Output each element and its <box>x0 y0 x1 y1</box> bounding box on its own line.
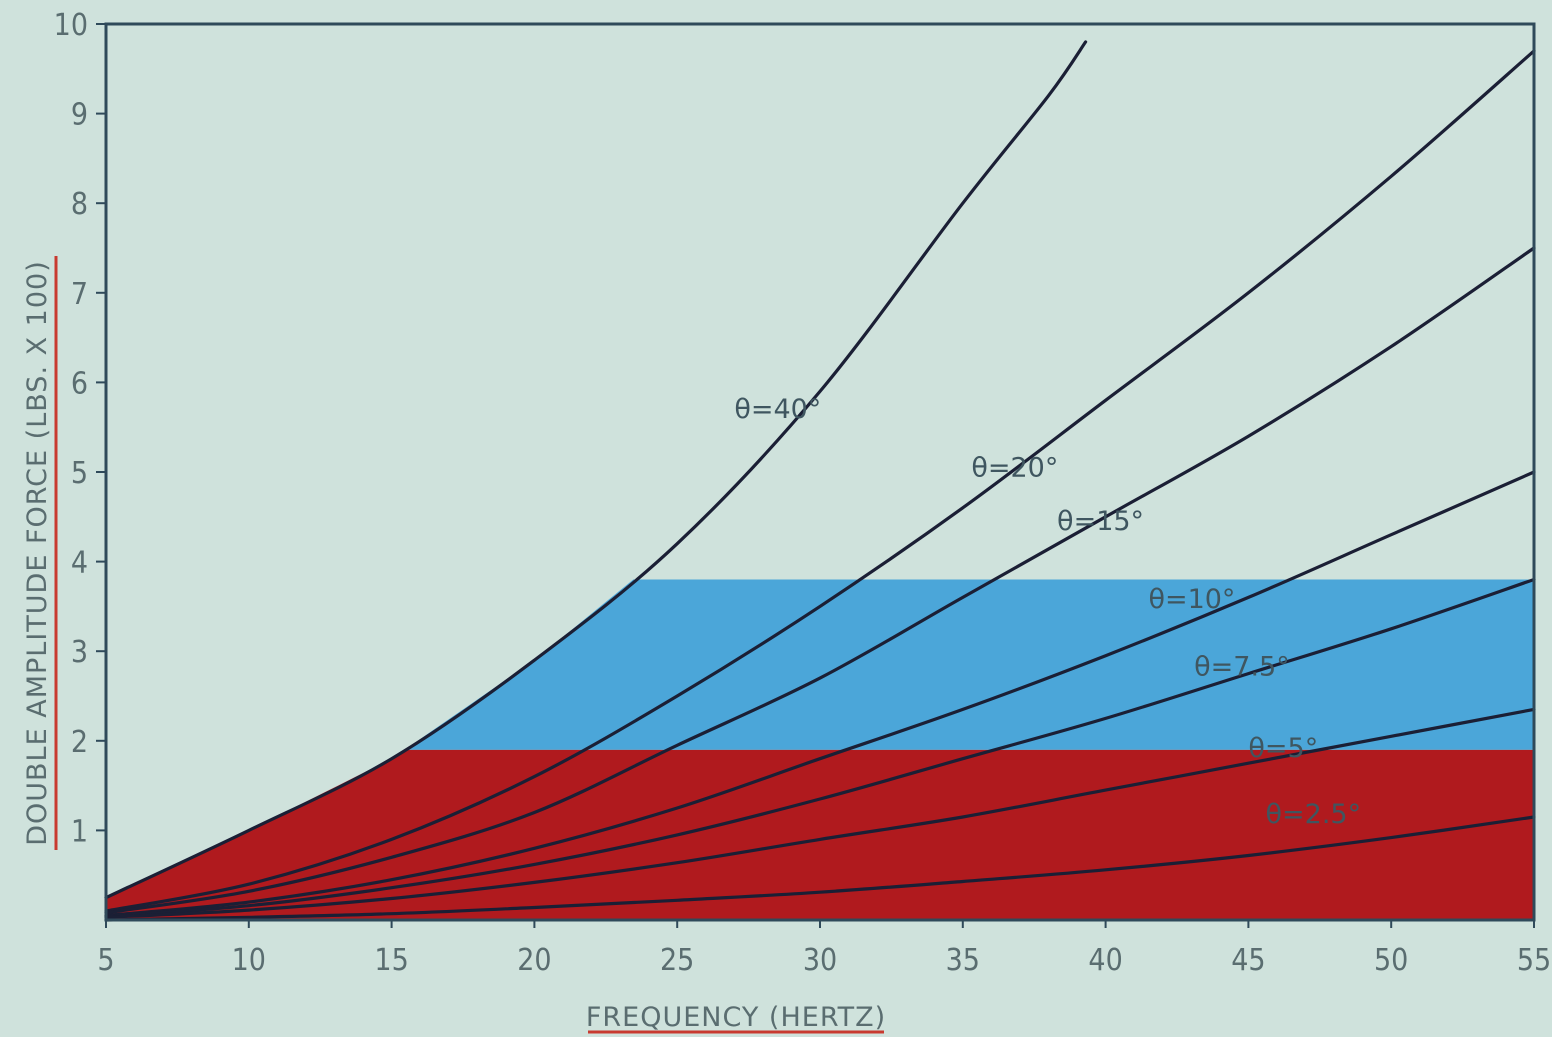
y-tick-label: 9 <box>71 98 88 133</box>
curve-label: θ=10° <box>1148 584 1235 615</box>
x-tick-label: 35 <box>946 943 980 978</box>
series-line-6 <box>104 815 1536 922</box>
y-tick-label: 2 <box>71 725 88 760</box>
curve-label: θ=20° <box>971 452 1058 483</box>
x-tick-label: 10 <box>232 943 266 978</box>
series-line-1 <box>104 49 1536 913</box>
curves-layer <box>104 40 1536 922</box>
y-tick-label: 4 <box>71 546 88 581</box>
x-tick-label: 45 <box>1231 943 1265 978</box>
y-tick-label: 6 <box>71 366 88 401</box>
x-tick-label: 15 <box>374 943 408 978</box>
y-tick-label: 8 <box>71 187 88 222</box>
band-0 <box>106 749 1534 920</box>
curve-label: θ=7.5° <box>1194 651 1290 682</box>
y-tick-label: 7 <box>71 277 88 312</box>
labels-layer: θ=40° θ=20° θ=15° θ=10° θ=7.5° θ=5° θ=2.5° <box>734 394 1361 830</box>
y-tick-label: 1 <box>71 814 88 849</box>
curve-label: θ=40° <box>734 394 821 425</box>
x-tick-label: 25 <box>660 943 694 978</box>
y-tick-label: 5 <box>71 456 88 491</box>
series-line-4 <box>104 577 1536 918</box>
x-tick-label: 40 <box>1088 943 1122 978</box>
series-line-3 <box>104 470 1536 918</box>
curve-label: θ=5° <box>1248 733 1318 764</box>
series-line-2 <box>104 246 1536 915</box>
y-tick-label: 3 <box>71 635 88 670</box>
x-tick-label: 55 <box>1517 943 1551 978</box>
series-line-5 <box>104 707 1536 919</box>
series-line-0 <box>104 40 1088 900</box>
curve-label: θ=15° <box>1057 506 1144 537</box>
x-axis-title: FREQUENCY (HERTZ) <box>586 1002 886 1033</box>
band-1 <box>404 579 1535 750</box>
x-tick-label: 30 <box>803 943 837 978</box>
curve-label: θ=2.5° <box>1266 799 1362 830</box>
x-tick-label: 20 <box>517 943 551 978</box>
x-tick-label: 50 <box>1374 943 1408 978</box>
x-tick-label: 5 <box>97 943 114 978</box>
y-tick-label: 10 <box>54 8 88 43</box>
y-axis-title: DOUBLE AMPLITUDE FORCE (LBS. X 100) <box>22 260 53 846</box>
